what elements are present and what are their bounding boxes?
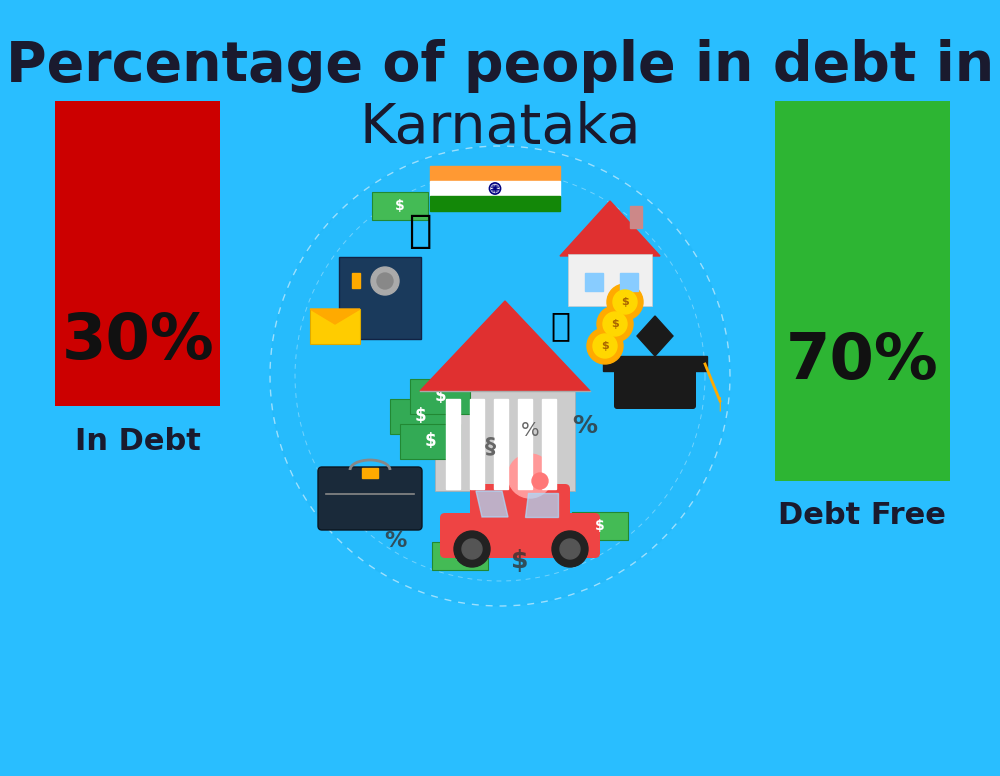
Bar	[430, 196, 560, 211]
Text: $: $	[621, 297, 629, 307]
Bar	[494, 399, 508, 489]
Polygon shape	[560, 201, 660, 256]
FancyBboxPatch shape	[568, 254, 652, 306]
Circle shape	[587, 328, 623, 364]
FancyBboxPatch shape	[390, 399, 450, 434]
FancyBboxPatch shape	[339, 257, 421, 339]
Text: In Debt: In Debt	[75, 427, 201, 456]
Circle shape	[377, 273, 393, 289]
Circle shape	[593, 334, 617, 358]
Text: 🦅: 🦅	[408, 212, 432, 250]
Circle shape	[508, 454, 552, 498]
Text: |: |	[718, 397, 722, 411]
Text: §: §	[484, 436, 496, 456]
FancyBboxPatch shape	[410, 379, 470, 414]
Text: $: $	[424, 432, 436, 450]
Text: Percentage of people in debt in: Percentage of people in debt in	[6, 39, 994, 93]
Text: 🔑: 🔑	[550, 310, 570, 342]
FancyBboxPatch shape	[435, 391, 575, 491]
Bar	[620, 273, 638, 291]
FancyBboxPatch shape	[432, 542, 488, 570]
Bar	[362, 468, 378, 478]
Circle shape	[603, 312, 627, 336]
Bar	[446, 399, 460, 489]
Text: 70%: 70%	[786, 330, 938, 392]
FancyBboxPatch shape	[400, 424, 460, 459]
Text: Debt Free: Debt Free	[778, 501, 946, 531]
Text: $: $	[395, 199, 405, 213]
Circle shape	[607, 284, 643, 320]
Text: $: $	[414, 407, 426, 425]
Circle shape	[454, 531, 490, 567]
Circle shape	[489, 183, 501, 194]
Text: $: $	[434, 387, 446, 405]
Text: $: $	[455, 549, 465, 563]
Text: $: $	[511, 549, 529, 573]
Circle shape	[532, 473, 548, 489]
FancyBboxPatch shape	[55, 101, 220, 406]
Polygon shape	[420, 301, 590, 391]
FancyBboxPatch shape	[318, 467, 422, 530]
Circle shape	[560, 539, 580, 559]
Polygon shape	[310, 309, 360, 324]
Circle shape	[494, 188, 496, 189]
Polygon shape	[476, 491, 508, 517]
FancyBboxPatch shape	[775, 101, 950, 481]
Bar	[352, 273, 360, 288]
FancyBboxPatch shape	[372, 192, 428, 220]
Polygon shape	[637, 316, 673, 356]
Circle shape	[491, 185, 499, 192]
FancyBboxPatch shape	[440, 513, 600, 558]
Bar	[542, 399, 556, 489]
Bar	[585, 273, 603, 291]
Circle shape	[462, 539, 482, 559]
FancyBboxPatch shape	[614, 365, 696, 409]
FancyBboxPatch shape	[470, 484, 570, 524]
Text: $: $	[601, 341, 609, 351]
Polygon shape	[525, 493, 558, 517]
Bar	[430, 181, 560, 196]
Bar	[470, 399, 484, 489]
Circle shape	[270, 146, 730, 606]
Bar	[430, 166, 560, 181]
Bar	[630, 206, 642, 228]
Bar	[518, 399, 532, 489]
Text: 30%: 30%	[62, 310, 214, 372]
Text: $: $	[595, 519, 605, 533]
Polygon shape	[603, 356, 707, 371]
Circle shape	[597, 306, 633, 342]
Text: %: %	[572, 414, 598, 438]
FancyBboxPatch shape	[310, 309, 360, 344]
Text: %: %	[521, 421, 539, 441]
FancyBboxPatch shape	[572, 512, 628, 540]
Text: $: $	[611, 319, 619, 329]
Circle shape	[552, 531, 588, 567]
Circle shape	[371, 267, 399, 295]
Text: %: %	[384, 531, 406, 551]
Circle shape	[613, 290, 637, 314]
Text: Karnataka: Karnataka	[359, 101, 641, 155]
